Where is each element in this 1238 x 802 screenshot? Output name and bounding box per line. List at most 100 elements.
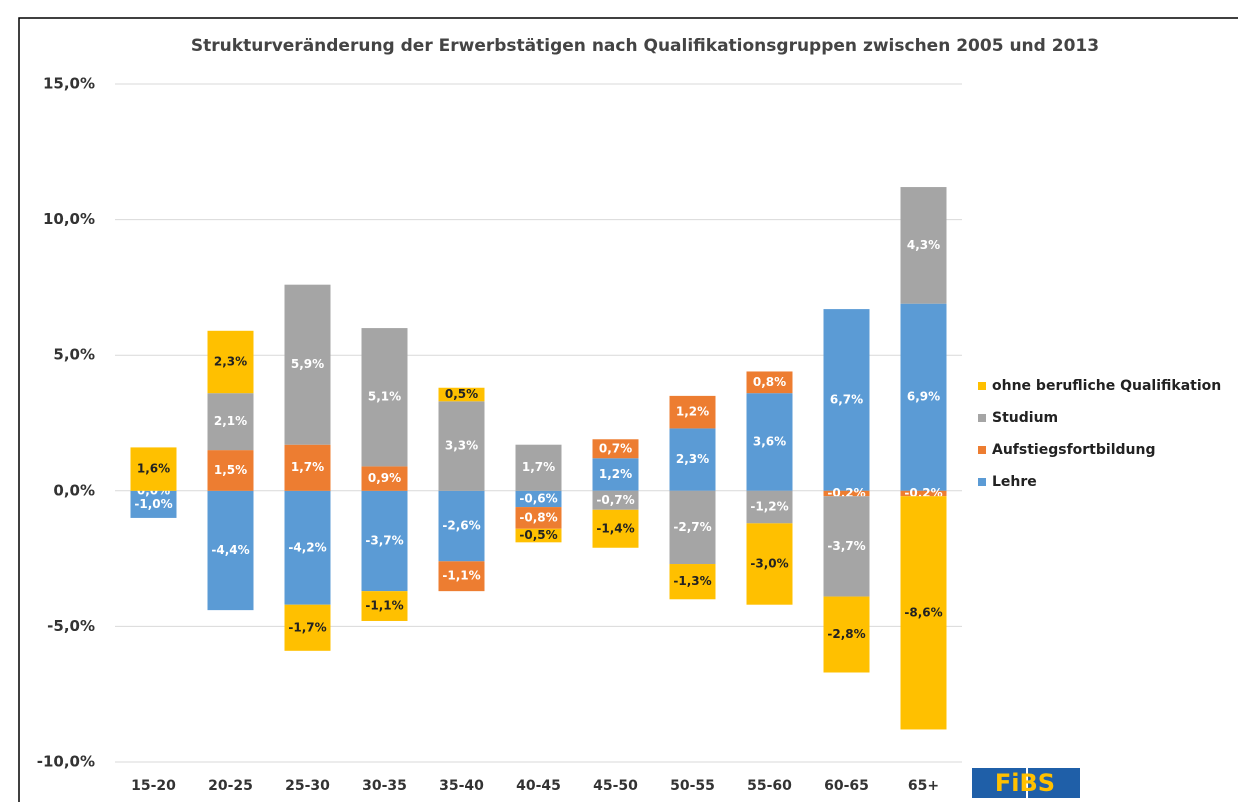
bar-segment: [438, 387, 485, 402]
bar-segment: [207, 490, 254, 611]
value-label: -1,7%: [288, 620, 326, 634]
bar-segment: [746, 490, 793, 524]
value-label: -3,7%: [827, 539, 865, 553]
x-tick-label: 25-30: [285, 778, 330, 794]
y-tick-label: 15,0%: [43, 75, 95, 93]
bar-segment: [900, 303, 947, 491]
bar-segment: [207, 330, 254, 394]
bar-segment: [823, 596, 870, 673]
logo-text: FiBS: [995, 769, 1055, 797]
bar-segment: [746, 523, 793, 605]
value-label: -3,7%: [365, 533, 403, 547]
legend-label: Lehre: [992, 474, 1037, 490]
value-label: -1,2%: [750, 500, 788, 514]
value-label: 1,7%: [522, 460, 555, 474]
x-tick-label: 20-25: [208, 778, 253, 794]
bar-segment: [438, 490, 485, 562]
bar-segment: [207, 450, 254, 491]
legend-swatch: [978, 414, 986, 422]
bar-segment: [592, 490, 639, 510]
value-label: 0,7%: [599, 441, 632, 455]
bar-segment: [207, 393, 254, 451]
value-label: 2,3%: [676, 452, 709, 466]
bar-segment: [361, 466, 408, 491]
bar-segment: [515, 507, 562, 529]
y-tick-label: -5,0%: [47, 617, 95, 635]
bar-segment: [515, 444, 562, 491]
x-tick-label: 45-50: [593, 778, 638, 794]
value-label: -0,8%: [519, 510, 557, 524]
x-tick-label: 15-20: [131, 778, 176, 794]
y-tick-label: 5,0%: [53, 346, 95, 364]
bar-segment: [284, 284, 331, 445]
bar-segment: [900, 496, 947, 730]
value-label: -0,6%: [519, 491, 557, 505]
value-label: -4,2%: [288, 540, 326, 554]
x-tick-label: 50-55: [670, 778, 715, 794]
value-label: -1,1%: [442, 569, 480, 583]
bar-segment: [746, 393, 793, 491]
value-label: -3,0%: [750, 557, 788, 571]
x-tick-label: 65+: [908, 778, 939, 794]
frame: [18, 17, 1238, 802]
value-label: -0,7%: [596, 493, 634, 507]
value-label: 1,2%: [676, 405, 709, 419]
value-label: 6,7%: [830, 392, 863, 406]
legend-swatch: [978, 446, 986, 454]
bar-segment: [900, 187, 947, 304]
value-label: -2,6%: [442, 519, 480, 533]
value-label: 0,8%: [753, 375, 786, 389]
value-label: 3,6%: [753, 434, 786, 448]
bar-segment: [361, 328, 408, 467]
value-label: -4,4%: [211, 543, 249, 557]
value-label: -1,3%: [673, 574, 711, 588]
value-label: 0,9%: [368, 471, 401, 485]
value-label: 2,3%: [214, 354, 247, 368]
value-label: 1,5%: [214, 463, 247, 477]
bar-segment: [284, 490, 331, 605]
bar-segment: [515, 528, 562, 543]
value-label: 6,9%: [907, 390, 940, 404]
legend-swatch: [978, 382, 986, 390]
x-tick-label: 55-60: [747, 778, 792, 794]
bar-segment: [592, 439, 639, 459]
value-label: 4,3%: [907, 238, 940, 252]
bar-segment: [669, 564, 716, 600]
value-label: -2,8%: [827, 627, 865, 641]
x-tick-label: 60-65: [824, 778, 869, 794]
value-label: 1,6%: [137, 462, 170, 476]
bar-segment: [669, 490, 716, 565]
logo: FiBS: [972, 768, 1080, 798]
value-label: -2,7%: [673, 520, 711, 534]
bar-segment: [746, 371, 793, 394]
y-tick-label: -10,0%: [37, 753, 95, 771]
bar-segment: [823, 309, 870, 491]
value-label: 5,1%: [368, 390, 401, 404]
bar-segment: [361, 591, 408, 621]
bar-segment: [361, 490, 408, 592]
x-tick-label: 30-35: [362, 778, 407, 794]
value-label: 0,5%: [445, 387, 478, 401]
legend-label: ohne berufliche Qualifikation: [992, 378, 1221, 394]
y-tick-label: 10,0%: [43, 210, 95, 228]
bar-segment: [515, 490, 562, 508]
value-label: -1,1%: [365, 599, 403, 613]
bar-segment: [823, 490, 870, 497]
bar-segment: [438, 401, 485, 491]
legend-label: Aufstiegsfortbildung: [992, 442, 1155, 458]
bar-segment: [669, 428, 716, 491]
bar-segment: [130, 490, 177, 518]
bar-segment: [900, 490, 947, 497]
bar-segment: [284, 444, 331, 491]
y-tick-label: 0,0%: [53, 481, 95, 499]
value-label: 3,3%: [445, 439, 478, 453]
value-label: -1,4%: [596, 521, 634, 535]
bar-segment: [592, 509, 639, 548]
bar-segment: [130, 447, 177, 491]
value-label: 5,9%: [291, 357, 324, 371]
x-tick-label: 35-40: [439, 778, 484, 794]
value-label: -1,0%: [134, 497, 172, 511]
bar-segment: [823, 496, 870, 597]
value-label: -0,5%: [519, 528, 557, 542]
